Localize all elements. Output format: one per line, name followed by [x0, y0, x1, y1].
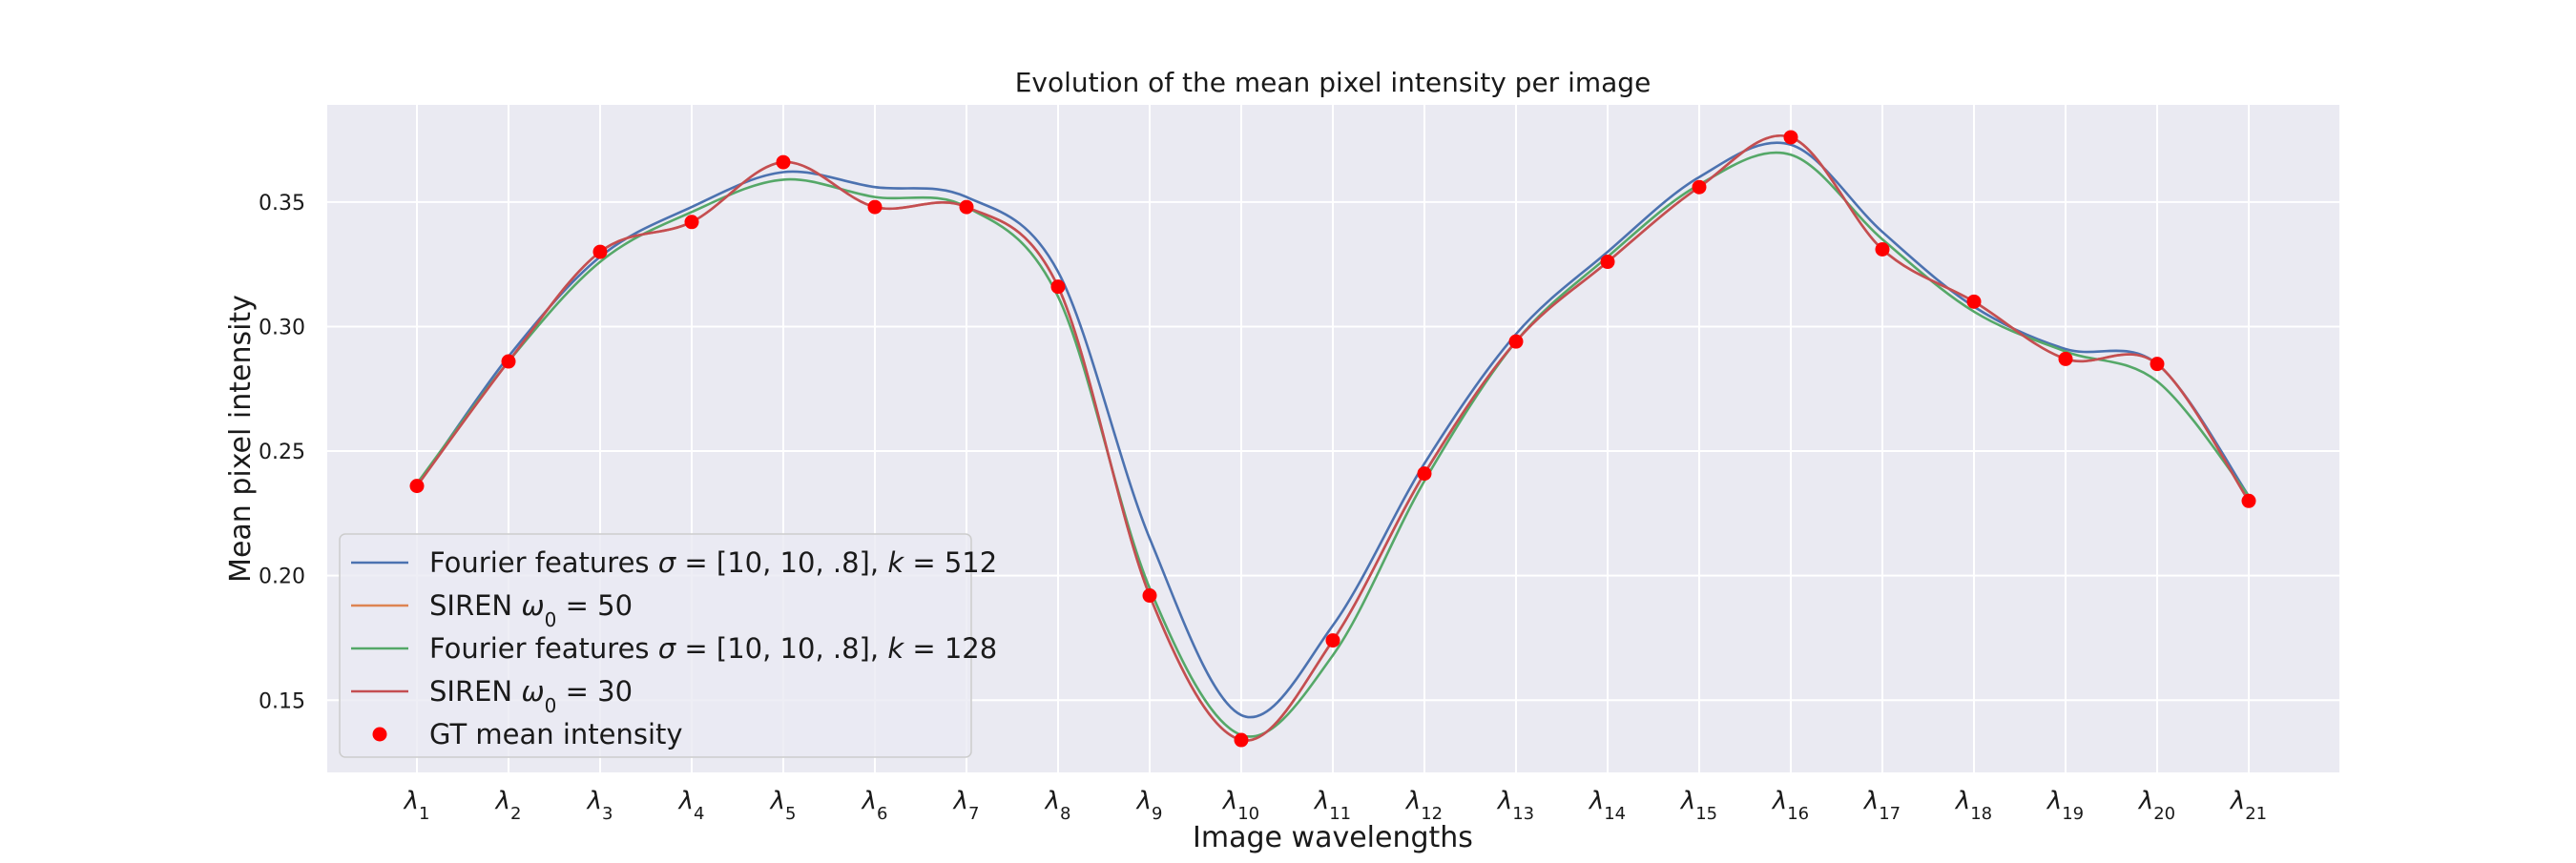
gt-point [592, 244, 608, 259]
x-tick-label: λ3 [586, 787, 613, 824]
x-tick-label: λ12 [1404, 787, 1443, 824]
gt-point [1508, 334, 1524, 349]
y-tick-labels: 0.15 0.20 0.25 0.30 0.35 [259, 192, 305, 713]
gt-point [1692, 179, 1707, 195]
legend-label: SIREN ω0 = 30 [429, 675, 633, 717]
legend-swatch-marker [372, 727, 387, 742]
x-tick-label: λ17 [1862, 787, 1901, 824]
x-tick-labels: λ1 λ2 λ3 λ4 λ5 λ6 λ7 λ8 λ9 λ10 λ11 λ12 λ13 λ14 λ15 λ16 λ… [403, 787, 2268, 824]
x-tick-label: λ5 [769, 787, 797, 824]
gt-point [1325, 633, 1340, 648]
gt-point [1417, 466, 1432, 482]
legend-label: GT mean intensity [429, 718, 683, 750]
series-lines [415, 134, 2251, 742]
y-tick-label: 0.30 [259, 316, 305, 339]
y-tick-label: 0.20 [259, 565, 305, 589]
gt-point [2150, 357, 2165, 372]
gt-point [1142, 588, 1157, 604]
gt-points [409, 130, 2256, 748]
legend-label: Fourier features σ = [10, 10, .8], k = 5… [429, 546, 997, 579]
x-tick-label: λ11 [1313, 787, 1351, 824]
x-tick-label: λ2 [494, 787, 522, 824]
x-tick-label: λ9 [1135, 787, 1163, 824]
y-tick-label: 0.15 [259, 689, 305, 713]
x-tick-label: λ13 [1496, 787, 1534, 824]
gt-point [1600, 255, 1615, 270]
legend: Fourier features σ = [10, 10, .8], k = 5… [339, 533, 997, 758]
gt-point [867, 199, 883, 215]
gt-point [409, 479, 425, 494]
gt-point [1966, 294, 1982, 309]
series-line-3 [415, 134, 2251, 742]
x-axis-title: Image wavelengths [1193, 821, 1473, 854]
x-tick-label: λ4 [677, 787, 705, 824]
x-tick-label: λ18 [1954, 787, 1992, 824]
legend-box [339, 533, 972, 758]
series-line-0 [415, 141, 2251, 719]
x-tick-label: λ21 [2229, 787, 2267, 824]
chart-title: Evolution of the mean pixel intensity pe… [1015, 67, 1652, 98]
grid-lines [327, 105, 2339, 772]
gt-point [959, 199, 974, 215]
gt-point [2058, 351, 2073, 366]
gt-point [684, 215, 699, 230]
gt-point [1783, 130, 1798, 145]
gt-point [776, 154, 791, 170]
gt-point [1875, 241, 1890, 257]
x-tick-label: λ19 [2046, 787, 2084, 824]
x-tick-label: λ8 [1044, 787, 1071, 824]
x-tick-label: λ7 [952, 787, 980, 824]
legend-label: Fourier features σ = [10, 10, .8], k = 1… [429, 632, 997, 665]
x-tick-label: λ20 [2137, 787, 2175, 824]
x-tick-label: λ14 [1588, 787, 1626, 824]
x-tick-label: λ1 [403, 787, 430, 824]
gt-point [1050, 279, 1066, 295]
gt-point [1234, 732, 1249, 748]
y-tick-label: 0.35 [259, 192, 305, 216]
x-tick-label: λ15 [1679, 787, 1717, 824]
legend-label: SIREN ω0 = 50 [429, 589, 633, 631]
gt-point [501, 354, 516, 369]
y-tick-label: 0.25 [259, 441, 305, 464]
x-tick-label: λ10 [1221, 787, 1259, 824]
y-axis-title: Mean pixel intensity [224, 295, 258, 583]
x-tick-label: λ6 [861, 787, 888, 824]
x-tick-label: λ16 [1771, 787, 1809, 824]
gt-point [2241, 493, 2256, 508]
